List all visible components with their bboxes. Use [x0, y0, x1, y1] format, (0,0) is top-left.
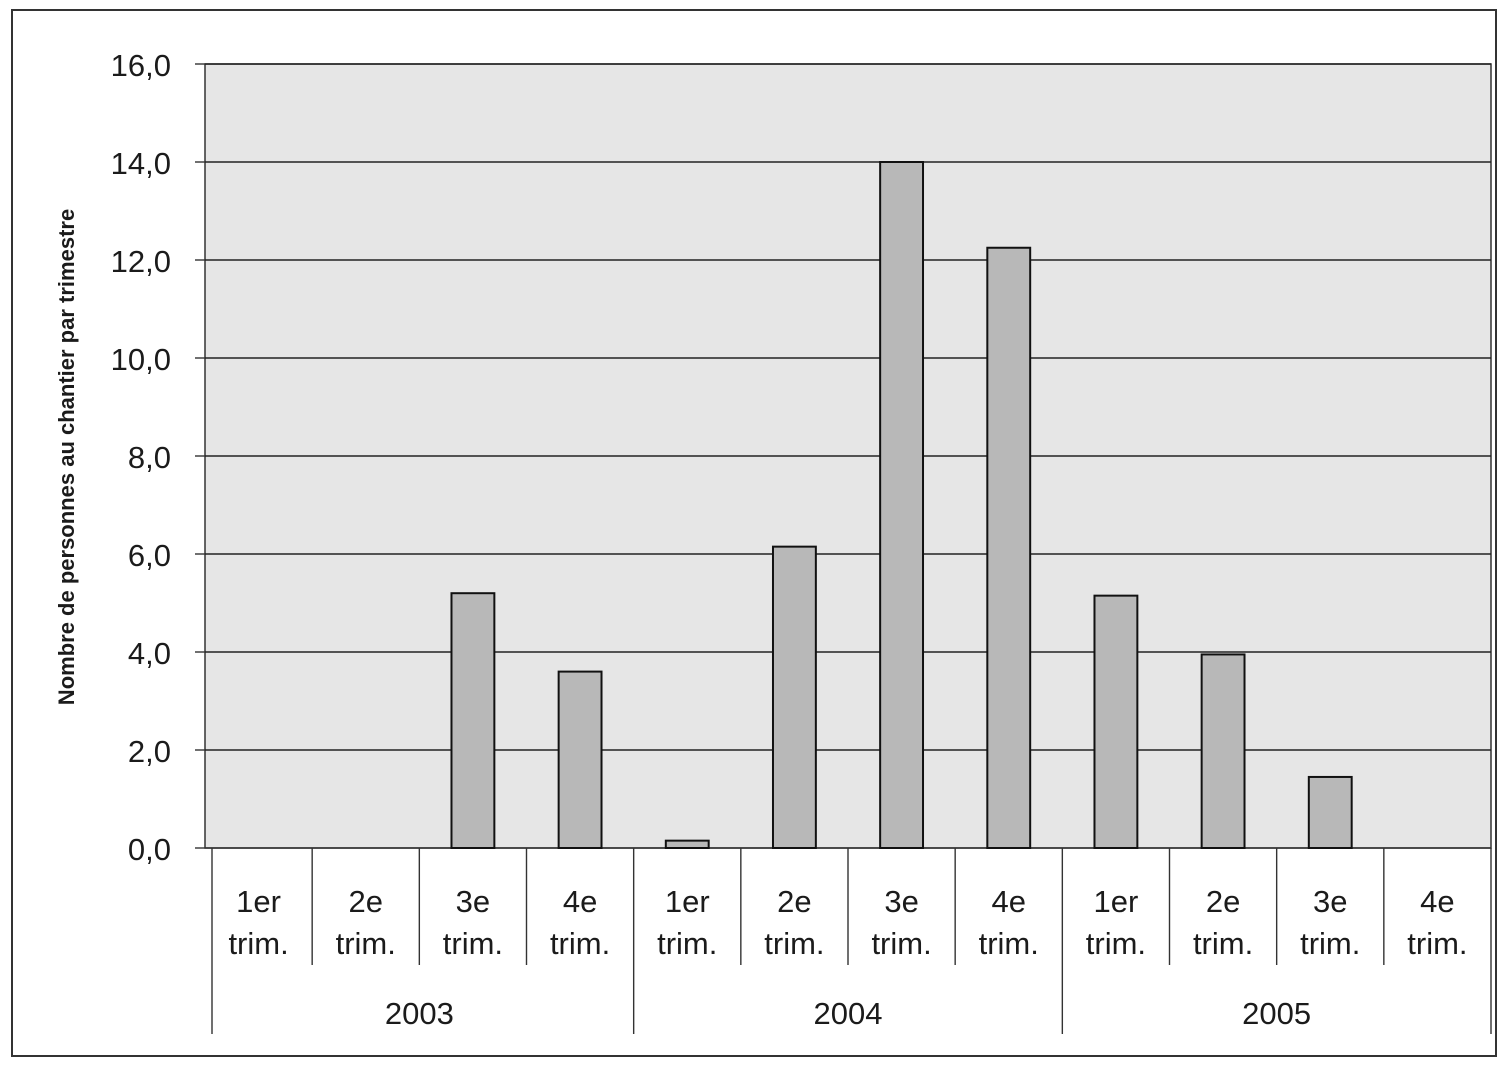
bar — [1093, 594, 1139, 850]
bar — [664, 839, 710, 850]
y-tick-label: 0,0 — [128, 832, 171, 867]
x-tick-label: trim. — [336, 926, 396, 961]
x-tick-label: 2e — [1206, 884, 1240, 919]
bar — [557, 670, 603, 849]
bar — [771, 545, 817, 850]
x-tick-label: 2e — [777, 884, 811, 919]
x-tick-label: trim. — [979, 926, 1039, 961]
x-tick-label: 2e — [349, 884, 383, 919]
x-tick-label: 3e — [456, 884, 490, 919]
x-tick-label: trim. — [1086, 926, 1146, 961]
x-tick-label: 1er — [236, 884, 281, 919]
bar — [1200, 653, 1246, 850]
y-tick-label: 10,0 — [111, 342, 171, 377]
x-tick-label: trim. — [764, 926, 824, 961]
x-tick-label: trim. — [657, 926, 717, 961]
x-tick-label: trim. — [550, 926, 610, 961]
bar — [1307, 775, 1353, 850]
x-tick-label: trim. — [1300, 926, 1360, 961]
y-tick-label: 8,0 — [128, 440, 171, 475]
x-tick-label: trim. — [1193, 926, 1253, 961]
y-tick-label: 14,0 — [111, 146, 171, 181]
x-tick-label: 1er — [665, 884, 710, 919]
y-tick-label: 2,0 — [128, 734, 171, 769]
group-label: 2003 — [385, 996, 454, 1031]
group-label: 2004 — [814, 996, 883, 1031]
x-tick-label: 3e — [1313, 884, 1347, 919]
group-label: 2005 — [1242, 996, 1311, 1031]
y-tick-label: 6,0 — [128, 538, 171, 573]
x-tick-label: 4e — [563, 884, 597, 919]
y-tick-label: 4,0 — [128, 636, 171, 671]
x-tick-label: trim. — [228, 926, 288, 961]
x-tick-label: trim. — [871, 926, 931, 961]
bar — [879, 161, 925, 849]
x-tick-label: trim. — [443, 926, 503, 961]
x-tick-label: 3e — [884, 884, 918, 919]
bar — [986, 246, 1032, 849]
x-tick-label: 4e — [992, 884, 1026, 919]
bars — [450, 161, 1353, 850]
y-tick-label: 12,0 — [111, 244, 171, 279]
x-tick-label: 4e — [1420, 884, 1454, 919]
y-tick-label: 16,0 — [111, 48, 171, 83]
x-tick-label: 1er — [1094, 884, 1139, 919]
y-axis: 0,0 2,0 4,0 6,0 8,0 10,0 12,0 14,0 16,0 — [111, 48, 205, 867]
bar — [450, 592, 496, 850]
x-axis: 1er trim. 2e trim. 3e trim. 4e trim. 1er trim. 2e t… — [211, 848, 1492, 1034]
y-axis-label: Nombre de personnes au chantier par trim… — [54, 209, 79, 705]
x-tick-label: trim. — [1407, 926, 1467, 961]
